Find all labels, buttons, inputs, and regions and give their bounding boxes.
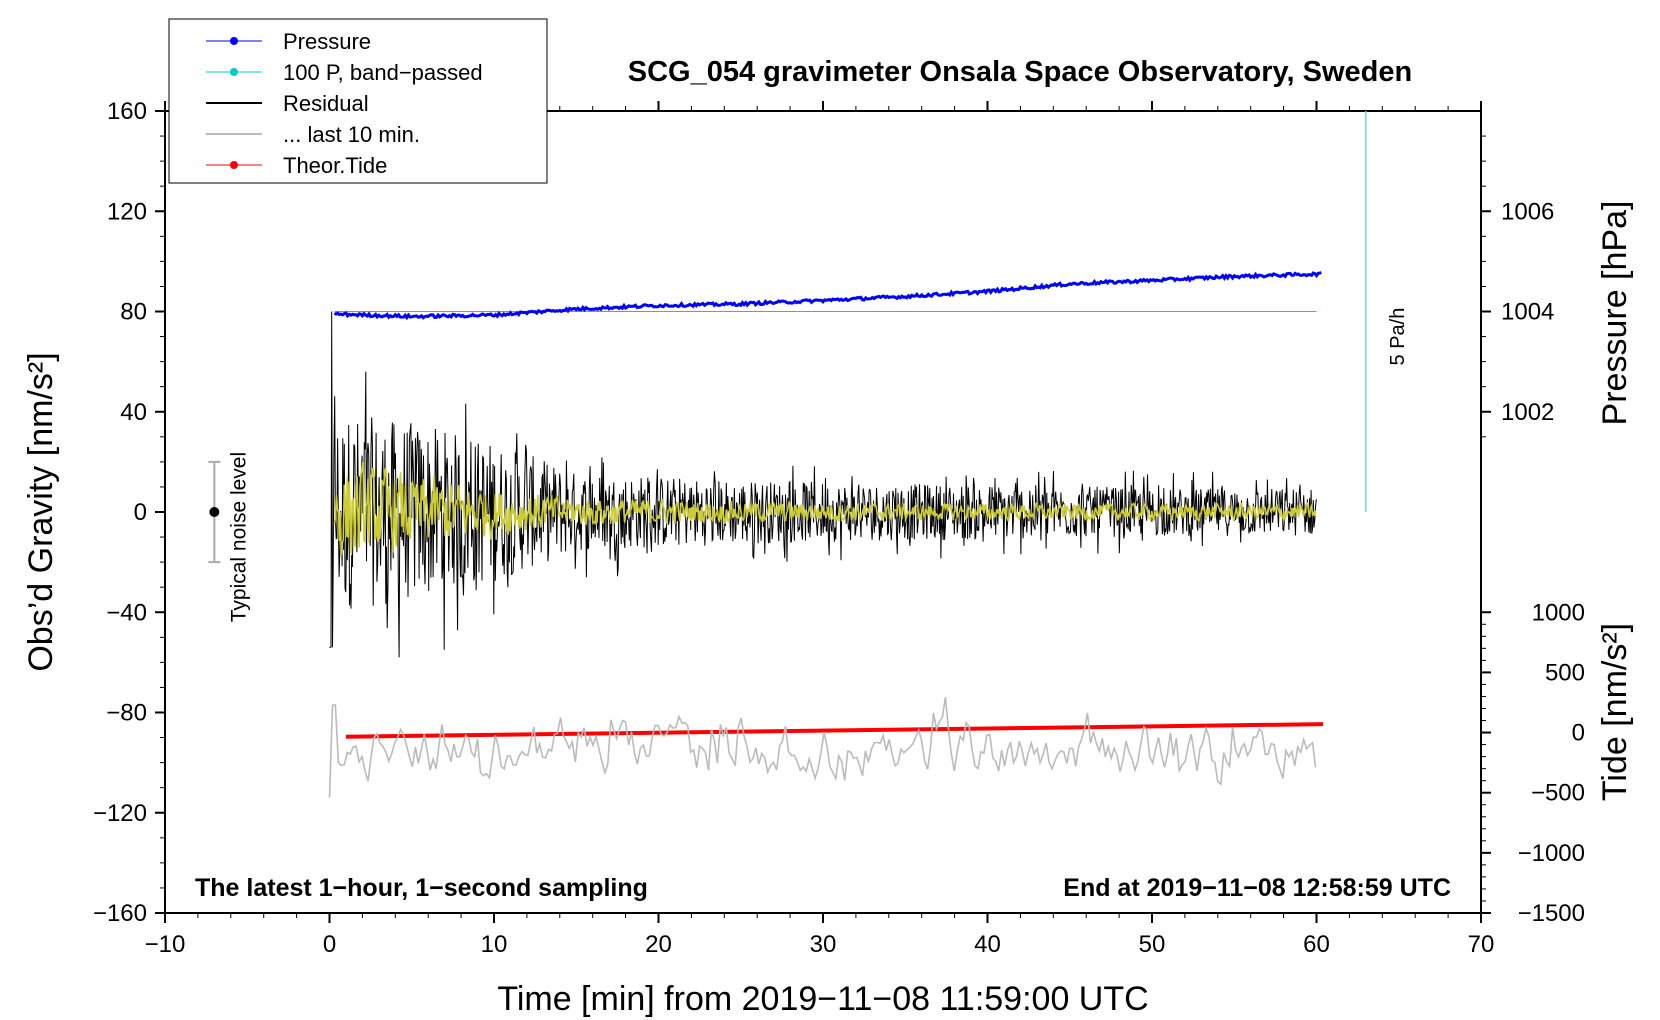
legend-label: ... last 10 min.	[283, 122, 420, 147]
pa-per-hour-label: 5 Pa/h	[1387, 308, 1409, 366]
residual-smoothed-line	[333, 461, 1317, 556]
y-axis-title-left: Obs’d Gravity [nm/s²]	[22, 352, 60, 671]
tide-line	[345, 722, 1324, 739]
x-tick-label: 20	[645, 931, 672, 958]
x-tick-label: 40	[974, 931, 1001, 958]
pressure-tick-label: 1004	[1501, 299, 1554, 326]
y-tick-label: 40	[120, 399, 147, 426]
x-tick-label: 60	[1303, 931, 1330, 958]
x-axis-title: Time [min] from 2019−11−08 11:59:00 UTC	[497, 980, 1148, 1018]
legend-label: Theor.Tide	[283, 153, 387, 178]
x-tick-label: 0	[323, 931, 336, 958]
chart-title: SCG_054 gravimeter Onsala Space Observat…	[628, 56, 1412, 88]
y-tick-label: 0	[134, 499, 147, 526]
x-tick-label: 70	[1468, 931, 1495, 958]
annotations: 5 Pa/h Typical noise level The latest 1−ho…	[195, 111, 1451, 902]
legend-marker	[230, 161, 238, 169]
legend-label: Residual	[283, 91, 369, 116]
caption-right: End at 2019−11−08 12:58:59 UTC	[1063, 874, 1451, 902]
legend-label: 100 P, band−passed	[283, 60, 483, 85]
x-tick-label: 30	[810, 931, 837, 958]
y-axis-title-pressure: Pressure [hPa]	[1596, 201, 1634, 426]
tide-tick-label: 1000	[1532, 599, 1585, 626]
y-tick-label: −40	[106, 599, 147, 626]
caption-left: The latest 1−hour, 1−second sampling	[195, 874, 648, 902]
y-tick-label: 120	[107, 198, 147, 225]
y-tick-label: 80	[120, 299, 147, 326]
tide-tick-label: 0	[1572, 720, 1585, 747]
data-series	[328, 271, 1324, 798]
tide-tick-label: −1000	[1518, 840, 1585, 867]
tide-tick-label: −1500	[1518, 900, 1585, 927]
y-tick-label: −80	[106, 700, 147, 727]
residual-line	[329, 311, 1317, 658]
legend-label: Pressure	[283, 29, 371, 54]
pressure-line	[333, 271, 1322, 321]
last-10-min-line	[328, 696, 1317, 798]
legend-items: Pressure 100 P, band−passed Residual ... la…	[206, 29, 483, 178]
x-tick-label: 10	[481, 931, 508, 958]
pressure-tick-label: 1006	[1501, 198, 1554, 225]
pressure-tick-label: 1002	[1501, 399, 1554, 426]
noise-dot	[209, 507, 220, 517]
y-tick-label: −120	[93, 800, 147, 827]
legend-marker	[230, 68, 238, 76]
tide-tick-label: −500	[1531, 780, 1585, 807]
legend-box	[168, 18, 548, 184]
y-axis-title-tide: Tide [nm/s²]	[1596, 623, 1634, 801]
x-tick-label: −10	[145, 931, 186, 958]
tide-tick-label: 500	[1545, 659, 1585, 686]
axis-ticks: −10 0 10 20 30 40 50 60 70 −160 −120 −80 −40 0 40 80 120…	[93, 98, 1585, 958]
legend: Pressure 100 P, band−passed Residual ... la…	[168, 18, 548, 184]
noise-label: Typical noise level	[227, 452, 250, 622]
x-tick-label: 50	[1139, 931, 1166, 958]
y-tick-label: 160	[107, 98, 147, 125]
legend-marker	[230, 37, 238, 45]
y-tick-label: −160	[93, 900, 147, 927]
